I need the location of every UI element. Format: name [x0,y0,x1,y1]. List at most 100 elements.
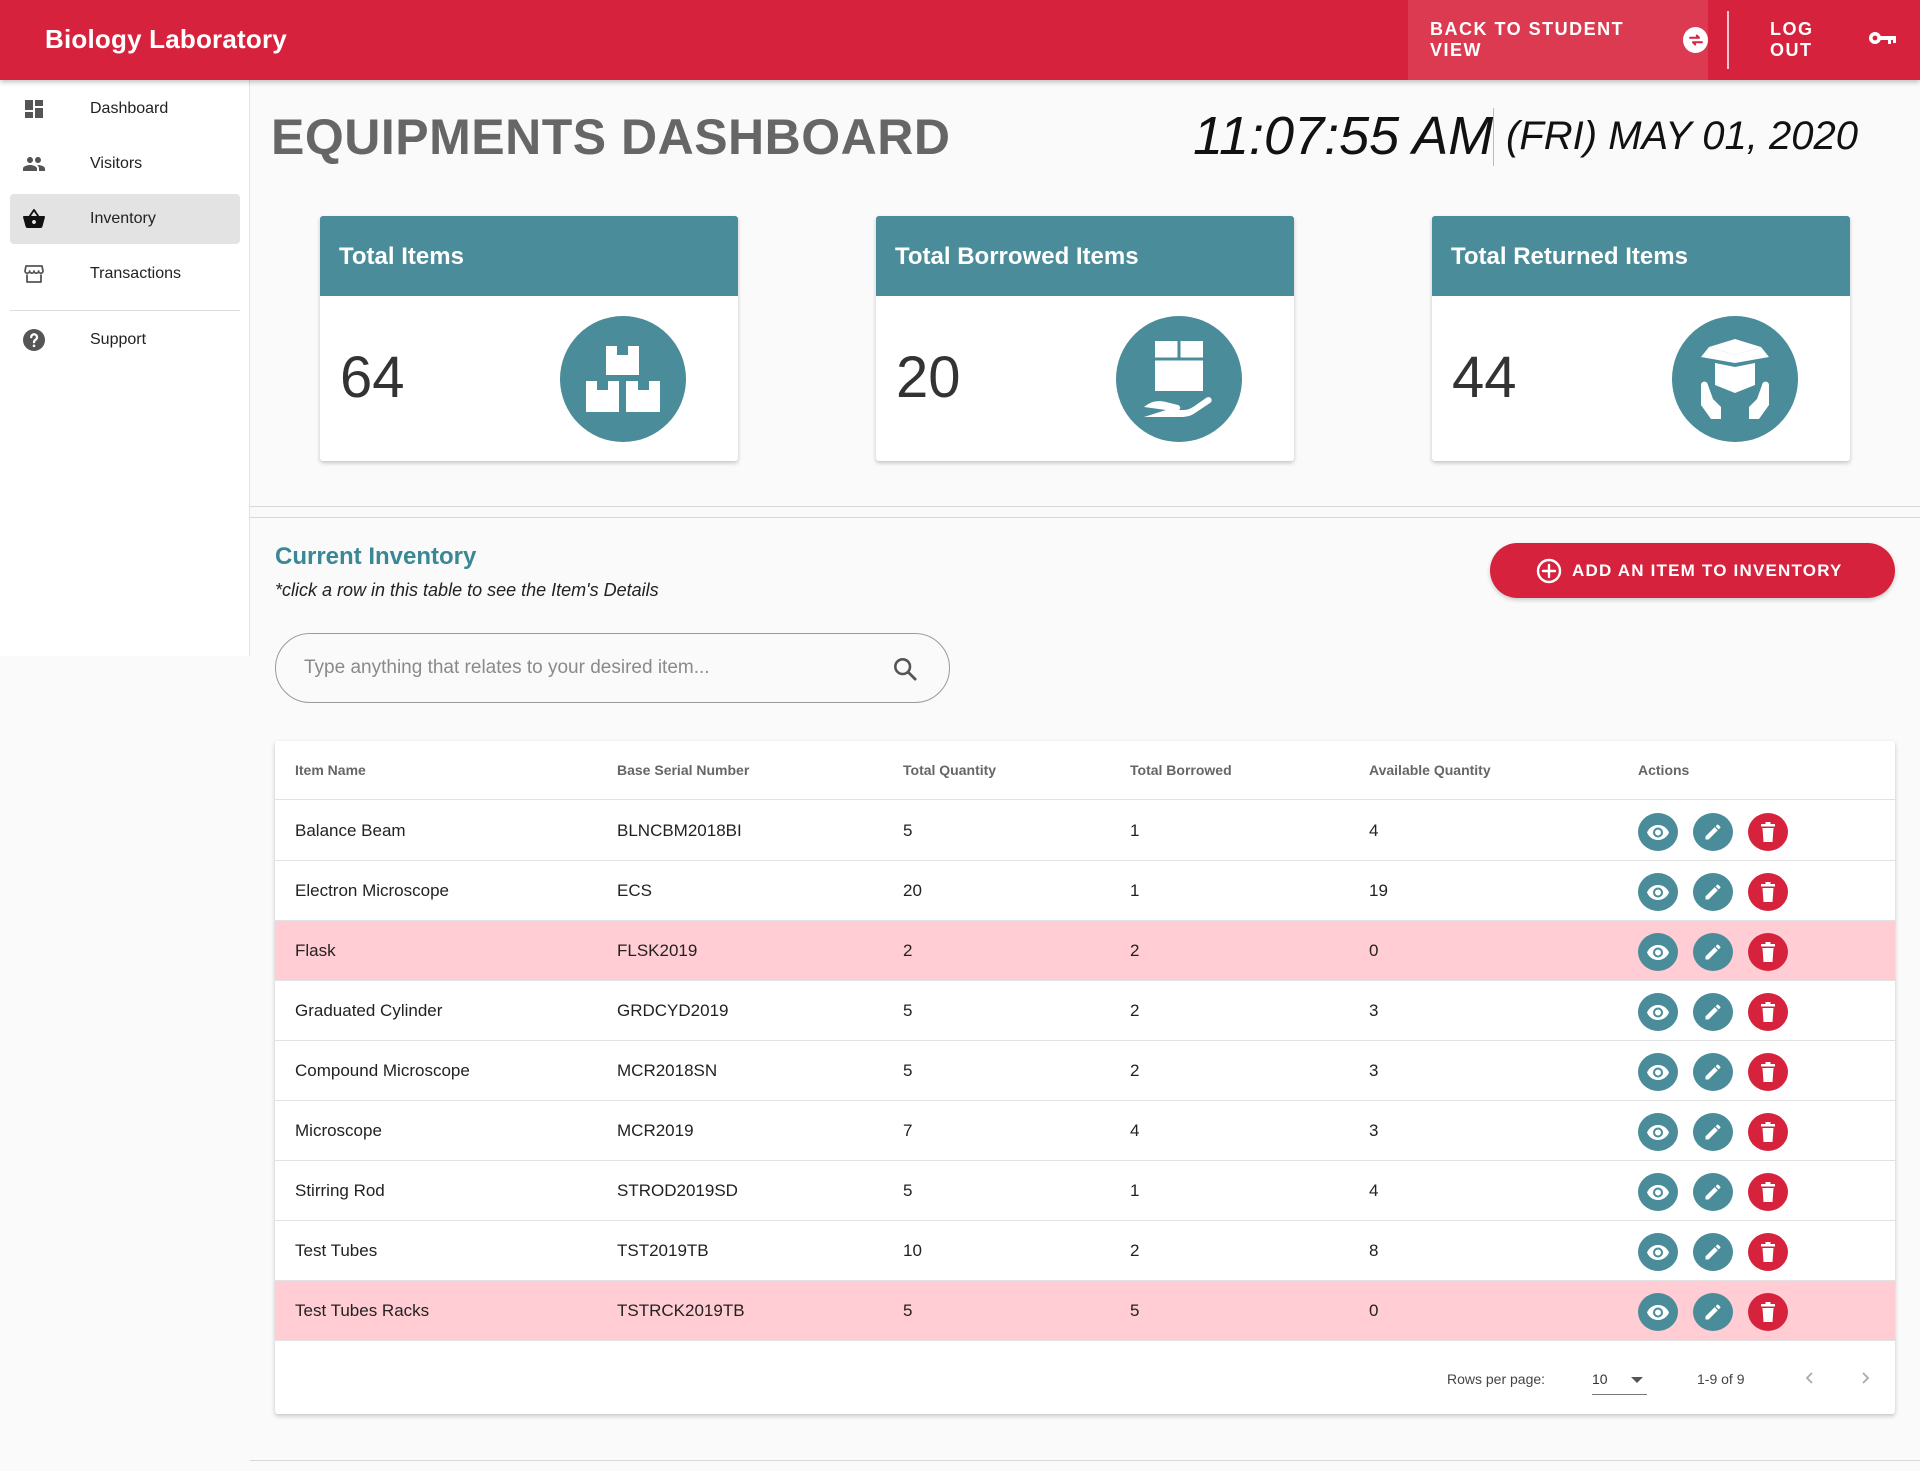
eye-icon [1646,1000,1670,1024]
pencil-icon [1703,942,1723,962]
trash-icon [1759,1062,1777,1082]
stat-card-value: 20 [896,345,961,410]
table-row[interactable]: Stirring Rod STROD2019SD 5 1 4 [275,1161,1895,1221]
previous-page-button[interactable] [1795,1363,1825,1393]
table-row[interactable]: Test Tubes Racks TSTRCK2019TB 5 5 0 [275,1281,1895,1341]
view-button[interactable] [1638,1233,1678,1271]
table-row[interactable]: Flask FLSK2019 2 2 0 [275,921,1895,981]
inventory-hint: *click a row in this table to see the It… [275,580,659,600]
stat-card-value: 64 [340,345,405,410]
cell-total-borrowed: 2 [1130,1241,1140,1260]
edit-button[interactable] [1693,993,1733,1031]
cell-total-borrowed: 1 [1130,881,1140,900]
view-button[interactable] [1638,993,1678,1031]
table-row[interactable]: Electron Microscope ECS 20 1 19 [275,861,1895,921]
delete-button[interactable] [1748,1113,1788,1151]
view-button[interactable] [1638,1053,1678,1091]
sidebar-item-inventory[interactable]: Inventory [10,194,240,244]
table-row[interactable]: Compound Microscope MCR2018SN 5 2 3 [275,1041,1895,1101]
rows-per-page-select[interactable]: 10 [1592,1363,1647,1395]
cell-total-quantity: 5 [903,1061,913,1080]
cell-total-quantity: 5 [903,821,913,840]
help-icon [23,329,45,351]
cell-item-name: Flask [295,941,336,960]
view-button[interactable] [1638,813,1678,851]
sidebar-item-support[interactable]: Support [10,315,240,365]
trash-icon [1759,1122,1777,1142]
top-bar-divider [1727,11,1729,69]
trash-icon [1759,1002,1777,1022]
delete-button[interactable] [1748,1233,1788,1271]
column-header-total-quantity[interactable]: Total Quantity [903,762,997,778]
cell-serial-number: ECS [617,881,652,900]
view-button[interactable] [1638,933,1678,971]
view-button[interactable] [1638,873,1678,911]
column-header-serial-number[interactable]: Base Serial Number [617,762,750,778]
cell-total-borrowed: 2 [1130,1001,1140,1020]
cell-item-name: Microscope [295,1121,382,1140]
next-page-button[interactable] [1850,1363,1880,1393]
cell-available-quantity: 3 [1369,1121,1379,1140]
column-header-available-quantity[interactable]: Available Quantity [1369,762,1491,778]
delete-button[interactable] [1748,1293,1788,1331]
delete-button[interactable] [1748,933,1788,971]
trash-icon [1759,1242,1777,1262]
table-row[interactable]: Balance Beam BLNCBM2018BI 5 1 4 [275,801,1895,861]
rows-per-page-label: Rows per page: [1447,1371,1546,1387]
cell-item-name: Graduated Cylinder [295,1001,443,1020]
cell-available-quantity: 3 [1369,1061,1379,1080]
sidebar-item-transactions[interactable]: Transactions [10,249,240,299]
add-item-button[interactable]: ADD AN ITEM TO INVENTORY [1490,543,1895,598]
table-row[interactable]: Microscope MCR2019 7 4 3 [275,1101,1895,1161]
edit-button[interactable] [1693,1293,1733,1331]
view-button[interactable] [1638,1113,1678,1151]
edit-button[interactable] [1693,1053,1733,1091]
edit-button[interactable] [1693,1173,1733,1211]
sidebar-item-dashboard[interactable]: Dashboard [10,84,240,134]
cell-serial-number: MCR2019 [617,1121,694,1140]
search-input[interactable] [304,652,874,684]
back-to-student-view-label: BACK TO STUDENT VIEW [1430,19,1625,60]
pencil-icon [1703,1122,1723,1142]
delete-button[interactable] [1748,1173,1788,1211]
delete-button[interactable] [1748,873,1788,911]
cell-total-borrowed: 4 [1130,1121,1140,1140]
logout-button[interactable]: LOG OUT [1748,0,1920,80]
edit-button[interactable] [1693,873,1733,911]
cell-total-borrowed: 2 [1130,1061,1140,1080]
view-button[interactable] [1638,1293,1678,1331]
edit-button[interactable] [1693,1233,1733,1271]
column-header-total-borrowed[interactable]: Total Borrowed [1130,762,1232,778]
cell-total-quantity: 2 [903,941,913,960]
cell-item-name: Compound Microscope [295,1061,470,1080]
cell-total-quantity: 20 [903,881,922,900]
swap-icon [1683,27,1708,53]
edit-button[interactable] [1693,933,1733,971]
people-icon [23,157,45,171]
back-to-student-view-button[interactable]: BACK TO STUDENT VIEW [1408,0,1708,80]
edit-button[interactable] [1693,1113,1733,1151]
cell-serial-number: TSTRCK2019TB [617,1301,745,1320]
sidebar-divider [10,310,240,311]
pencil-icon [1703,882,1723,902]
cell-serial-number: FLSK2019 [617,941,698,960]
stat-card-total-returned-items: Total Returned Items 44 [1432,216,1850,461]
trash-icon [1759,942,1777,962]
delete-button[interactable] [1748,813,1788,851]
edit-button[interactable] [1693,813,1733,851]
cell-total-quantity: 5 [903,1301,913,1320]
table-row[interactable]: Graduated Cylinder GRDCYD2019 5 2 3 [275,981,1895,1041]
eye-icon [1646,1240,1670,1264]
pencil-icon [1703,1002,1723,1022]
basket-icon [23,208,45,228]
stat-card-value: 44 [1452,345,1517,410]
sidebar-item-visitors[interactable]: Visitors [10,139,240,189]
eye-icon [1646,1060,1670,1084]
column-header-item-name[interactable]: Item Name [295,762,366,778]
search-icon[interactable] [891,655,919,683]
stat-card-total-items: Total Items 64 [320,216,738,461]
table-row[interactable]: Test Tubes TST2019TB 10 2 8 [275,1221,1895,1281]
delete-button[interactable] [1748,1053,1788,1091]
view-button[interactable] [1638,1173,1678,1211]
delete-button[interactable] [1748,993,1788,1031]
